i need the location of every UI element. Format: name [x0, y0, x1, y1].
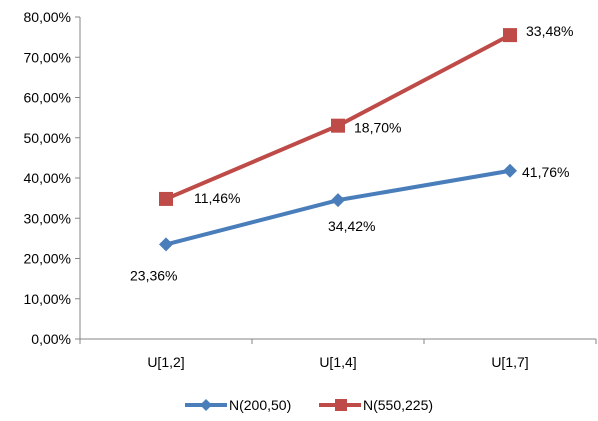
legend-label: N(550,225) — [363, 397, 433, 413]
legend-label: N(200,50) — [229, 397, 291, 413]
series-line — [165, 33, 511, 201]
y-tick-label: 10,00% — [24, 291, 71, 307]
y-tick-label: 30,00% — [24, 210, 71, 226]
y-tick-label: 20,00% — [24, 251, 71, 267]
y-tick-label: 50,00% — [24, 130, 71, 146]
y-tick-label: 70,00% — [24, 49, 71, 65]
data-point-square — [331, 118, 345, 133]
x-tick-label: U[1,7] — [491, 354, 528, 370]
x-axis-ticks: U[1,2] U[1,4] U[1,7] — [79, 339, 597, 370]
y-tick-label: 80,00% — [24, 9, 71, 25]
data-label: 18,70% — [354, 120, 401, 136]
data-point-diamond — [503, 163, 517, 178]
axes — [79, 17, 596, 340]
series-group — [159, 28, 517, 252]
legend: N(200,50) N(550,225) — [185, 397, 433, 413]
y-axis-ticks: 0,00% 10,00% 20,00% 30,00% 40,00% 50,00% 60,00… — [24, 9, 80, 347]
x-tick-label: U[1,4] — [319, 354, 356, 370]
y-tick-label: 60,00% — [24, 90, 71, 106]
data-label: 33,48% — [526, 23, 573, 39]
data-label: 23,36% — [130, 267, 177, 283]
legend-marker-square — [335, 399, 347, 411]
legend-marker-diamond — [200, 399, 212, 411]
x-tick-label: U[1,2] — [147, 354, 184, 370]
data-point-diamond — [159, 237, 173, 252]
y-tick-label: 0,00% — [31, 331, 71, 347]
data-point-square — [503, 28, 517, 43]
data-point-square — [159, 191, 173, 206]
y-tick-label: 40,00% — [24, 170, 71, 186]
data-labels: 23,36% 34,42% 41,76% 11,46% 18,70% 33,48% — [130, 23, 573, 283]
data-label: 41,76% — [522, 164, 569, 180]
data-label: 11,46% — [194, 190, 240, 206]
data-point-diamond — [331, 193, 345, 208]
data-label: 34,42% — [328, 218, 375, 234]
